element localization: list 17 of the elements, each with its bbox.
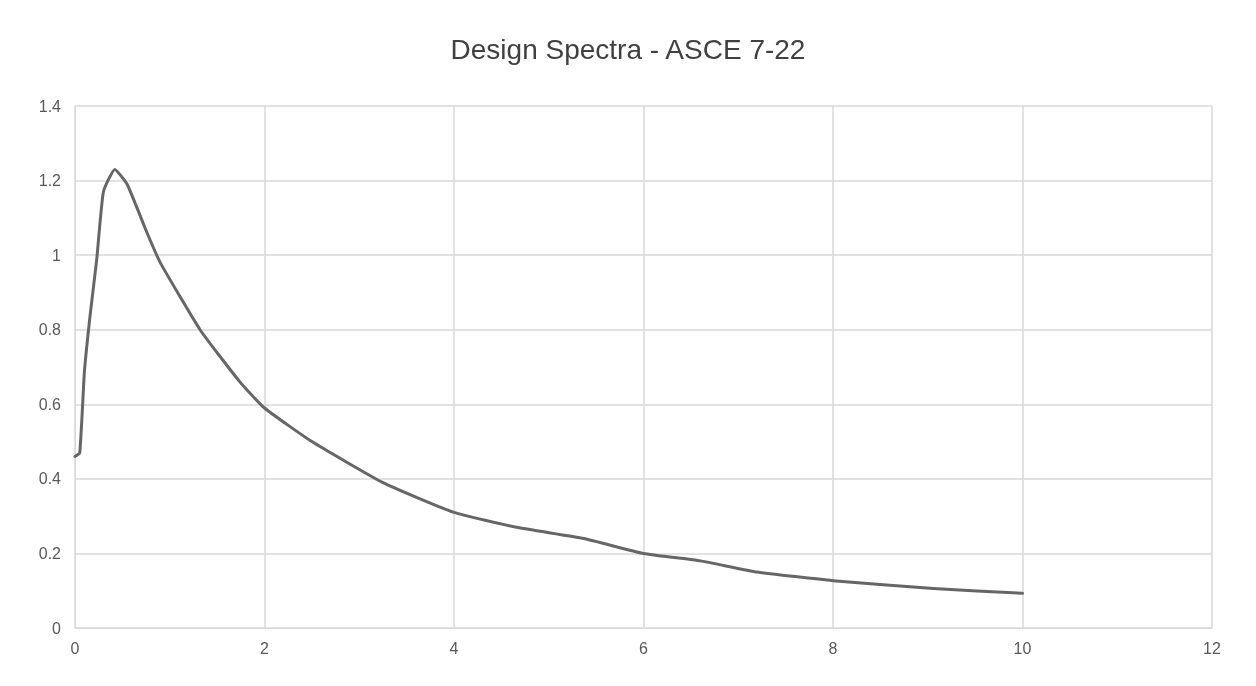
line-series xyxy=(73,167,1024,595)
x-tick-label: 0 xyxy=(70,639,80,657)
y-tick-label: 0 xyxy=(52,619,62,637)
y-tick-label: 0.6 xyxy=(38,395,62,413)
x-tick-label: 12 xyxy=(1203,639,1221,657)
x-tick-label: 6 xyxy=(639,639,649,657)
y-tick-label: 0.4 xyxy=(38,470,62,488)
x-tick-label: 8 xyxy=(828,639,838,657)
y-tick-label: 0.2 xyxy=(38,544,62,562)
x-tick-label: 4 xyxy=(449,639,459,657)
x-tick-label: 2 xyxy=(260,639,270,657)
y-tick-label: 1.4 xyxy=(38,97,62,115)
y-tick-label: 1 xyxy=(52,246,62,264)
y-tick-label: 0.8 xyxy=(38,321,62,339)
y-tick-label: 1.2 xyxy=(38,172,62,190)
chart-title: Design Spectra - ASCE 7-22 xyxy=(450,33,806,65)
x-tick-label: 10 xyxy=(1013,639,1032,657)
